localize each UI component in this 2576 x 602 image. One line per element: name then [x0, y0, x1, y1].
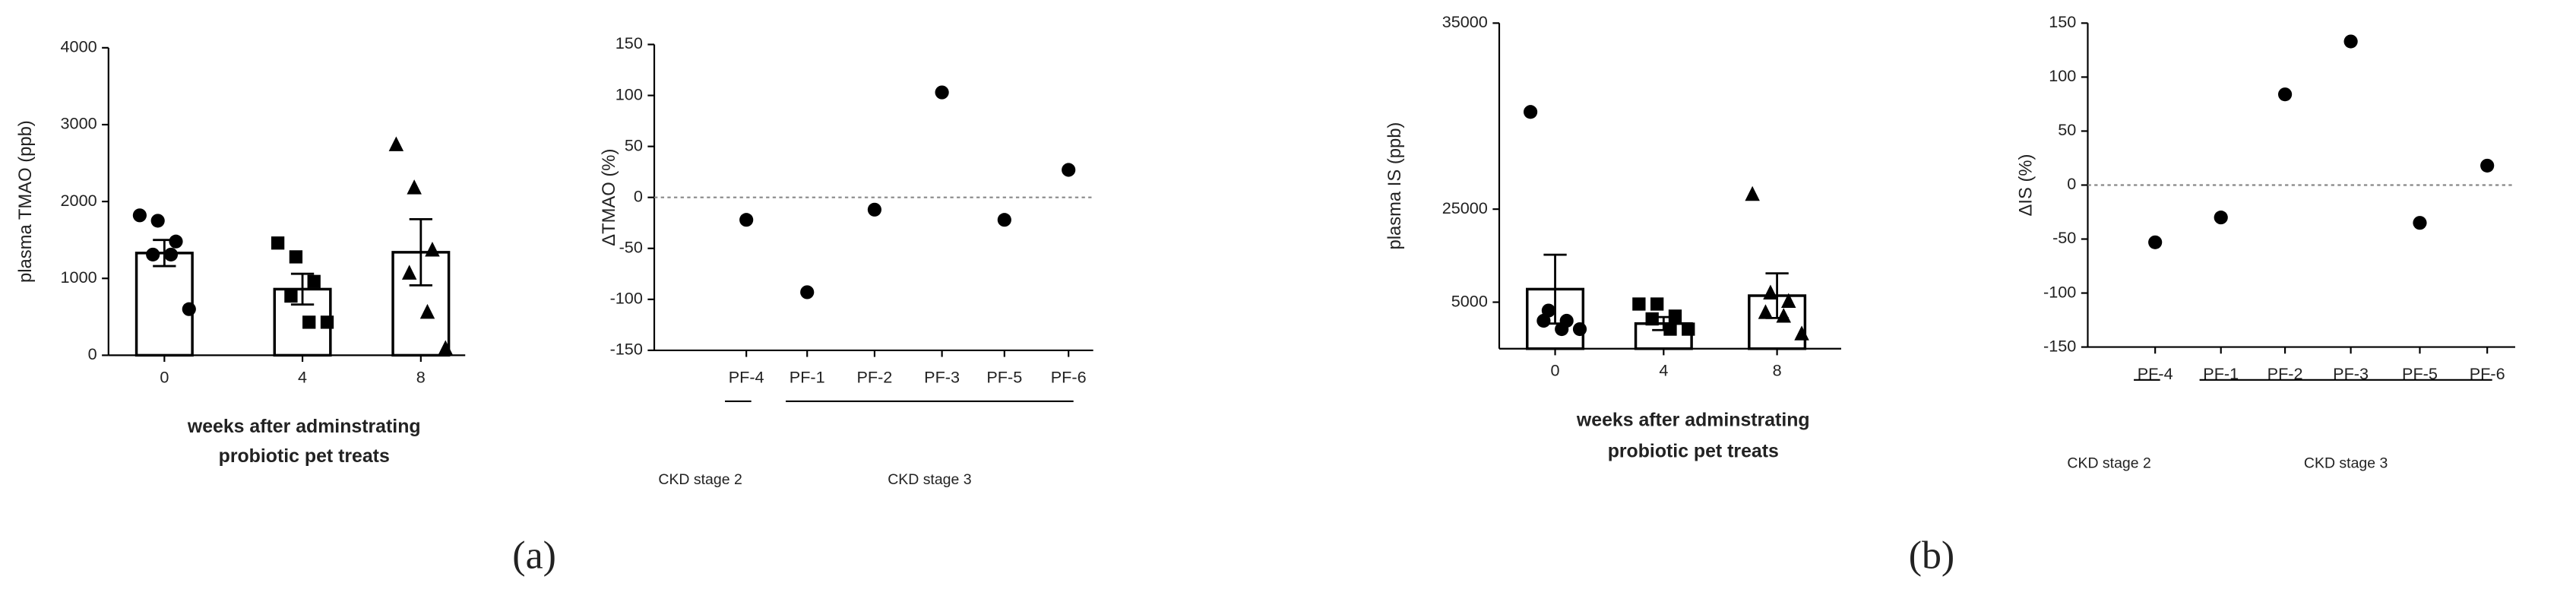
y-tick-label: 50 [625, 135, 643, 154]
x-tick-label: 4 [1659, 361, 1668, 380]
y-tick-label: 3000 [61, 114, 97, 133]
data-point [1781, 293, 1796, 308]
data-point [302, 315, 316, 329]
x-tick-label: 0 [160, 367, 169, 386]
y-tick-label: 4000 [61, 37, 97, 56]
data-point [1536, 313, 1551, 328]
x-axis-label: weeks after adminstrating [187, 416, 421, 437]
data-point [2343, 34, 2358, 49]
data-point [182, 302, 196, 316]
data-point [2480, 158, 2495, 173]
data-point [146, 247, 160, 261]
data-point [407, 179, 422, 195]
panel-label: (b) [1909, 534, 1955, 578]
data-point [2214, 211, 2228, 225]
data-point [1682, 322, 1695, 336]
x-tick-label: PF-2 [856, 367, 892, 386]
data-point [401, 265, 417, 280]
data-point [1541, 303, 1555, 318]
data-point [997, 213, 1011, 227]
data-point [132, 208, 147, 223]
data-point [1062, 163, 1076, 177]
y-tick-label: 25000 [1442, 198, 1488, 217]
x-tick-label: PF-3 [924, 367, 960, 386]
data-point [2277, 87, 2293, 102]
x-tick-label: 8 [1773, 361, 1782, 380]
x-tick-label: PF-5 [986, 367, 1022, 386]
data-point [800, 285, 815, 299]
data-point [169, 234, 183, 249]
y-tick-label: -100 [2043, 282, 2076, 301]
x-tick-label: 4 [298, 367, 307, 386]
y-tick-label: 0 [634, 186, 643, 205]
data-point [307, 274, 321, 288]
data-point [425, 242, 440, 257]
data-point [284, 289, 298, 303]
data-point [1758, 304, 1774, 319]
y-tick-label: -150 [610, 340, 643, 359]
data-point [438, 340, 454, 355]
data-point [1794, 325, 1809, 341]
x-tick-label: 0 [1551, 361, 1560, 380]
data-point [419, 303, 435, 319]
y-tick-label: 100 [616, 84, 643, 103]
data-point [935, 85, 949, 100]
y-tick-label: -50 [2052, 228, 2076, 247]
data-point [289, 250, 303, 264]
y-tick-label: 2000 [61, 191, 97, 210]
x-tick-label: 8 [416, 367, 426, 386]
data-point [2413, 216, 2427, 230]
y-tick-label: 5000 [1451, 291, 1488, 310]
data-point [150, 214, 165, 228]
y-tick-label: -100 [610, 289, 643, 308]
x-tick-label: PF-1 [790, 367, 825, 386]
y-axis-label: ΔTMAO (%) [599, 149, 619, 246]
data-point [1650, 297, 1664, 311]
data-point [163, 247, 179, 261]
group-label: CKD stage 3 [888, 471, 971, 488]
x-tick-label: PF-6 [1051, 367, 1087, 386]
x-axis-label: weeks after adminstrating [1576, 409, 1810, 430]
data-point [1572, 322, 1587, 337]
data-point [867, 202, 881, 217]
data-point [739, 213, 754, 227]
data-point [1632, 297, 1646, 311]
data-point [388, 136, 404, 151]
y-tick-label: 100 [2049, 66, 2076, 85]
y-tick-label: 150 [616, 33, 643, 52]
y-tick-label: -50 [619, 237, 643, 256]
panel-label: (a) [512, 534, 556, 578]
x-axis-label: probiotic pet treats [1608, 441, 1779, 462]
y-tick-label: 35000 [1442, 12, 1488, 31]
y-tick-label: 50 [2058, 120, 2076, 139]
y-tick-label: -150 [2043, 336, 2076, 355]
data-point [320, 315, 334, 329]
group-label: CKD stage 2 [658, 471, 742, 488]
y-axis-label: plasma TMAO (ppb) [15, 120, 36, 283]
bar [134, 252, 194, 357]
data-point [1524, 105, 1538, 119]
data-point [1763, 284, 1778, 299]
y-tick-label: 0 [88, 344, 97, 363]
data-point [1663, 322, 1677, 336]
data-point [271, 236, 285, 250]
y-tick-label: 1000 [61, 268, 97, 287]
data-point [1668, 309, 1682, 323]
data-point [1645, 312, 1659, 326]
group-label: CKD stage 2 [2067, 455, 2150, 471]
data-point [1555, 322, 1569, 337]
data-point [2148, 235, 2163, 249]
y-axis-label: ΔIS (%) [2016, 154, 2036, 217]
x-axis-label: probiotic pet treats [219, 445, 390, 467]
data-point [1776, 308, 1791, 323]
y-axis-label: plasma IS (ppb) [1385, 122, 1405, 250]
y-tick-label: 0 [2067, 174, 2076, 193]
y-tick-label: 150 [2049, 12, 2076, 31]
group-label: CKD stage 3 [2304, 455, 2388, 471]
data-point [1745, 185, 1760, 201]
x-tick-label: PF-4 [729, 367, 764, 386]
